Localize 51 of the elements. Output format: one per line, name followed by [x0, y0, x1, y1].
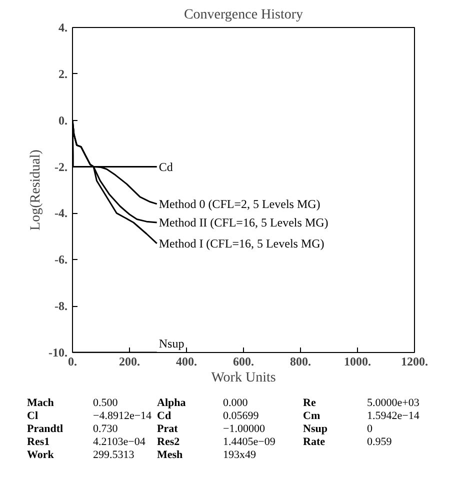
y-tick-label: 2.	[58, 66, 68, 81]
x-tick-label: 0.	[68, 354, 77, 368]
legend-label: Nsup	[158, 336, 184, 350]
text: Work	[27, 449, 54, 461]
y-axis-title: Log(Residual)	[28, 149, 44, 230]
text: 5.0000e+03	[367, 397, 420, 409]
text: Prandtl	[27, 423, 64, 435]
text: 0.730	[93, 423, 118, 435]
x-tick-label: 1200.	[401, 354, 428, 368]
text: Mach	[27, 397, 54, 409]
y-tick-label: -4.	[54, 206, 68, 220]
series-label: Method I (CFL=16, 5 Levels MG)	[158, 236, 324, 250]
x-axis-title: Work Units	[211, 370, 276, 386]
text: 1.5942e−14	[367, 410, 420, 422]
text: −4.8912e−14	[93, 410, 152, 422]
text: Rate	[303, 436, 325, 448]
series-label: Method 0 (CFL=2, 5 Levels MG)	[158, 196, 320, 211]
x-tick-label: 600.	[233, 354, 254, 368]
y-tick-label: -10.	[48, 346, 68, 360]
text: Cm	[303, 410, 320, 422]
y-tick-label: -8.	[54, 299, 68, 314]
x-tick-label: 200.	[119, 354, 140, 368]
text: Alpha	[157, 397, 186, 409]
y-tick-label: -6.	[54, 252, 68, 267]
y-tick-label: 0.	[58, 113, 68, 128]
text: Res1	[27, 436, 50, 448]
text: Cd	[157, 410, 172, 422]
text: Mesh	[157, 449, 183, 461]
text: 0.05699	[223, 410, 259, 422]
text: 0.000	[223, 397, 248, 409]
x-tick-label: 800.	[290, 354, 311, 368]
text: Cl	[27, 410, 38, 422]
text: 0	[367, 423, 372, 435]
text: Re	[303, 397, 316, 409]
y-tick-label: -2.	[54, 160, 68, 174]
text: 1.4405e−09	[223, 436, 276, 448]
text: 193x49	[223, 449, 256, 461]
x-tick-label: 1000.	[344, 354, 371, 368]
x-tick-label: 400.	[176, 354, 197, 368]
text: Prat	[157, 423, 178, 435]
text: Res2	[157, 436, 180, 448]
text: −1.00000	[223, 423, 265, 435]
text: 0.959	[367, 436, 392, 448]
text: 0.500	[93, 397, 118, 409]
chart-title: Convergence History	[184, 8, 304, 22]
text: 4.2103e−04	[93, 436, 146, 448]
y-tick-label: 4.	[58, 20, 68, 34]
series-label: Method II (CFL=16, 5 Levels MG)	[158, 216, 328, 230]
text: 299.5313	[93, 449, 134, 461]
series-label: Cd	[158, 160, 173, 174]
text: Nsup	[303, 423, 328, 435]
